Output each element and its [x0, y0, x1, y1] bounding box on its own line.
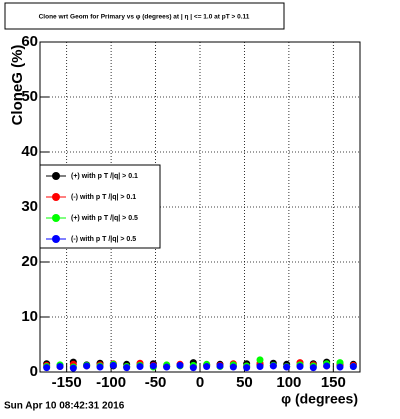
marker [256, 363, 264, 370]
legend-marker [52, 172, 60, 180]
x-tick-label: 0 [196, 374, 204, 391]
marker [269, 362, 277, 370]
x-tick-label: -100 [96, 374, 126, 391]
y-tick-label: 30 [21, 198, 38, 215]
legend-label: (-) with p T /|q| > 0.5 [71, 236, 136, 243]
y-tick-label: 40 [21, 143, 38, 160]
timestamp: Sun Apr 10 08:42:31 2016 [4, 401, 125, 412]
y-tick-label: 10 [21, 308, 38, 325]
x-tick-label: -150 [52, 374, 82, 391]
marker [256, 356, 264, 364]
marker [149, 362, 157, 370]
marker [109, 361, 117, 369]
legend-marker [52, 235, 60, 243]
marker [123, 364, 131, 372]
legend-label: (-) with p T /|q| > 0.1 [71, 194, 136, 201]
marker [323, 362, 331, 370]
marker [296, 363, 304, 370]
legend-marker [52, 214, 60, 222]
marker [336, 363, 344, 371]
y-tick-label: 60 [21, 33, 38, 50]
marker [43, 364, 51, 372]
marker [216, 362, 224, 370]
x-tick-label: 100 [276, 374, 301, 391]
marker [56, 363, 64, 370]
marker [136, 363, 144, 370]
marker [309, 364, 317, 372]
marker [229, 363, 237, 371]
marker [83, 362, 91, 370]
marker [189, 364, 197, 372]
x-tick-label: -50 [145, 374, 167, 391]
marker [176, 361, 184, 369]
marker [163, 363, 171, 371]
y-axis-label: CloneG (%) [9, 45, 26, 126]
legend-label: (+) with p T /|q| > 0.1 [71, 173, 138, 180]
title-box [4, 2, 285, 30]
marker [69, 364, 77, 372]
marker [283, 363, 291, 371]
marker [96, 363, 104, 371]
legend-box [39, 164, 161, 249]
y-tick-label: 0 [30, 363, 38, 380]
legend-label: (+) with p T /|q| > 0.5 [71, 215, 138, 222]
x-tick-label: 50 [236, 374, 253, 391]
marker [203, 363, 211, 370]
legend-marker [52, 193, 60, 201]
y-tick-label: 20 [21, 253, 38, 270]
chart-title: Clone wrt Geom for Primary vs φ (degrees… [39, 14, 250, 21]
x-axis-label: φ (degrees) [281, 391, 358, 407]
marker [349, 363, 357, 370]
x-tick-label: 150 [321, 374, 346, 391]
marker [243, 364, 251, 372]
y-tick-label: 50 [21, 88, 38, 105]
